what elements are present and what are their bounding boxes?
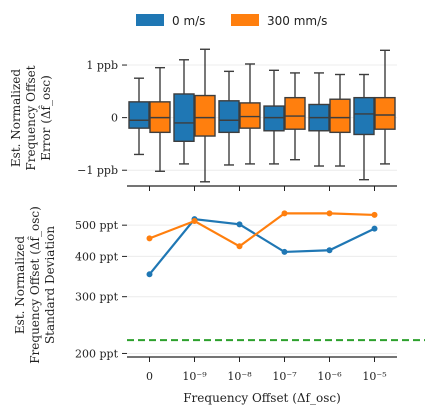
std-dev-marks — [127, 210, 425, 342]
legend-label-300mms: 300 mm/s — [267, 14, 327, 28]
std-dev-y-tick-label: 400 ppt — [75, 250, 119, 263]
std-dev-x-tick-label: 0 — [146, 370, 153, 383]
box-0ms-5 — [353, 73, 375, 181]
box-300mms-3 — [284, 72, 306, 161]
box-0ms-3 — [263, 69, 285, 165]
point-300mms-2 — [236, 243, 243, 250]
point-300mms-3 — [281, 210, 288, 217]
x-axis-label: Frequency Offset (Δf_osc) — [183, 391, 341, 405]
std-dev-y-tick-label: 300 ppt — [75, 291, 119, 304]
box-plot-y-tick-label: 0 — [111, 112, 118, 125]
box-plot-y-tick-label: −1 ppb — [77, 164, 118, 177]
box-plot-y-label-line1: Est. Normalized — [9, 69, 23, 167]
iqr-box — [218, 100, 240, 134]
box-0ms-0 — [128, 77, 150, 156]
std-dev-y-tick-label: 500 ppt — [75, 219, 119, 232]
box-0ms-4 — [308, 72, 330, 167]
point-300mms-0 — [146, 235, 153, 242]
std-dev-x-tick-label: 10⁻⁹ — [182, 370, 207, 383]
std-dev-panel: 200 ppt 300 ppt 400 ppt 500 ppt 0 10⁻⁹ 10⁻⁸ 10… — [13, 206, 425, 405]
std-dev-y-ticks: 200 ppt 300 ppt 400 ppt 500 ppt — [75, 219, 127, 360]
std-dev-y-label-line1: Est. Normalized — [13, 236, 27, 334]
std-dev-x-tick-label: 10⁻⁸ — [227, 370, 252, 383]
point-0ms-5 — [371, 225, 378, 232]
legend-swatch-0ms — [136, 14, 164, 26]
box-plot-panel: 1 ppb 0 −1 ppb Est. Normalized Frequency O… — [9, 48, 397, 191]
point-0ms-4 — [326, 247, 333, 254]
box-plot-y-tick-label: 1 ppb — [86, 59, 118, 72]
iqr-box — [173, 93, 195, 142]
box-300mms-4 — [329, 73, 351, 167]
box-plot-grid — [127, 64, 397, 171]
point-300mms-5 — [371, 211, 378, 218]
std-dev-x-tick-label: 10⁻⁶ — [317, 370, 342, 383]
box-300mms-0 — [149, 66, 171, 172]
point-0ms-2 — [236, 221, 243, 228]
std-dev-x-tick-label: 10⁻⁷ — [272, 370, 297, 383]
std-dev-y-tick-label: 200 ppt — [75, 347, 119, 360]
box-plot-y-label-line3: Error (Δf̂_osc) — [37, 75, 53, 161]
box-0ms-1 — [173, 59, 195, 165]
series-line-0ms — [148, 217, 375, 276]
std-dev-y-label-line3: Standard Deviation — [43, 226, 57, 344]
point-0ms-0 — [146, 271, 153, 278]
iqr-box — [194, 94, 216, 137]
legend: 0 m/s 300 mm/s — [136, 14, 327, 28]
box-300mms-2 — [239, 63, 261, 165]
point-0ms-3 — [281, 248, 288, 255]
legend-swatch-300mms — [231, 14, 259, 26]
iqr-box — [329, 98, 351, 134]
iqr-box — [284, 96, 306, 130]
box-plot-y-ticks: 1 ppb 0 −1 ppb — [77, 59, 127, 177]
point-300mms-4 — [326, 210, 333, 217]
std-dev-x-ticks: 0 10⁻⁹ 10⁻⁸ 10⁻⁷ 10⁻⁶ 10⁻⁵ — [146, 357, 387, 383]
box-plot-marks — [128, 48, 396, 191]
std-dev-x-tick-label: 10⁻⁵ — [362, 370, 386, 383]
iqr-box — [239, 102, 261, 129]
box-plot-y-label-line2: Frequency Offset — [24, 65, 38, 170]
series-line-300mms — [149, 212, 375, 248]
std-dev-y-label-line2: Frequency Offset (Δf̂_osc) — [26, 206, 42, 364]
iqr-box — [353, 96, 375, 136]
iqr-box — [263, 105, 285, 132]
box-300mms-5 — [374, 49, 396, 165]
box-300mms-1 — [194, 48, 216, 183]
point-300mms-1 — [191, 218, 198, 225]
box-0ms-2 — [218, 70, 240, 166]
iqr-box — [374, 96, 396, 130]
std-dev-grid — [127, 224, 397, 354]
legend-label-0ms: 0 m/s — [172, 14, 205, 28]
iqr-box — [128, 101, 150, 129]
